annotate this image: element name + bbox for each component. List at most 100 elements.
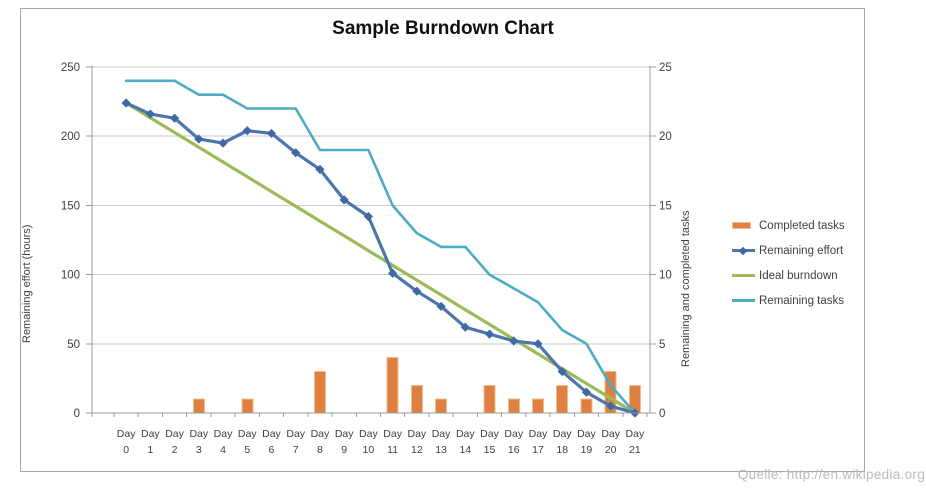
x-category-label-number: 13 xyxy=(435,444,447,456)
remaining-effort-marker xyxy=(339,195,349,205)
left-tick-label: 0 xyxy=(74,408,80,420)
x-category-label-number: 0 xyxy=(123,444,129,456)
remaining-effort-marker xyxy=(363,211,373,222)
x-category-label-word: Day xyxy=(286,428,305,440)
completed-tasks-bar xyxy=(192,398,205,414)
x-category-label-number: 5 xyxy=(244,444,250,456)
legend-item-completed-tasks: Completed tasks xyxy=(732,213,845,238)
right-tick-label: 0 xyxy=(659,408,665,420)
completed-tasks-bar xyxy=(313,370,326,414)
remaining-effort-marker xyxy=(606,401,616,411)
remaining-effort-line xyxy=(124,101,637,415)
completed-tasks-bar xyxy=(410,384,423,414)
remaining-effort-marker xyxy=(145,109,155,119)
x-category-label-word: Day xyxy=(504,428,523,440)
x-category-label-number: 6 xyxy=(269,444,275,456)
x-category-label-word: Day xyxy=(359,428,378,440)
remaining-effort-marker xyxy=(291,148,301,158)
remaining-effort-marker xyxy=(533,339,543,349)
legend-item-remaining-effort: Remaining effort xyxy=(732,238,845,263)
remaining-tasks-swatch xyxy=(732,299,755,302)
completed-tasks-bar xyxy=(386,357,399,414)
x-category-label-word: Day xyxy=(311,428,330,440)
right-tick-label: 25 xyxy=(659,62,672,74)
remaining-effort-marker xyxy=(218,138,228,148)
right-tick-label: 20 xyxy=(659,131,672,143)
remaining-effort-marker xyxy=(460,322,470,332)
source-watermark: Quelle: http://en.wikipedia.org xyxy=(737,467,925,482)
x-category-label-number: 12 xyxy=(411,444,423,456)
x-category-label-word: Day xyxy=(141,428,160,440)
x-category-label-word: Day xyxy=(189,428,208,440)
x-category-label-word: Day xyxy=(456,428,475,440)
x-category-label-number: 17 xyxy=(532,444,544,456)
x-category-label-number: 7 xyxy=(293,444,299,456)
left-tick-label: 250 xyxy=(61,62,80,74)
x-category-label-word: Day xyxy=(165,428,184,440)
x-category-label-word: Day xyxy=(407,428,426,440)
x-category-label-number: 20 xyxy=(605,444,617,456)
x-category-label-word: Day xyxy=(214,428,233,440)
completed-tasks-bar xyxy=(531,398,544,414)
completed-tasks-bar xyxy=(507,398,520,414)
x-category-label-number: 10 xyxy=(363,444,375,456)
remaining-effort-marker xyxy=(557,366,567,377)
x-category-label-word: Day xyxy=(117,428,136,440)
x-category-label-number: 19 xyxy=(581,444,593,456)
ideal-burndown-line xyxy=(124,101,637,415)
x-category-label-word: Day xyxy=(238,428,257,440)
completed-tasks-bar xyxy=(241,398,254,414)
legend-item-remaining-tasks: Remaining tasks xyxy=(732,288,845,313)
x-category-label-word: Day xyxy=(262,428,281,440)
chart-legend: Completed tasks Remaining effort Ideal b… xyxy=(732,213,845,313)
remaining-effort-marker xyxy=(315,164,325,175)
left-tick-label: 50 xyxy=(67,339,80,351)
legend-label: Remaining tasks xyxy=(759,294,845,307)
x-category-label-number: 3 xyxy=(196,444,202,456)
legend-label: Completed tasks xyxy=(759,219,845,232)
completed-tasks-bar xyxy=(556,384,569,414)
x-category-label-number: 14 xyxy=(459,444,471,456)
x-category-label-number: 1 xyxy=(147,444,153,456)
completed-tasks-bar xyxy=(580,398,593,414)
right-axis-title: Remaining and completed tasks xyxy=(680,210,692,367)
x-category-label-word: Day xyxy=(577,428,596,440)
x-category-label-number: 15 xyxy=(484,444,496,456)
right-tick-label: 15 xyxy=(659,200,672,212)
remaining-effort-marker xyxy=(412,286,422,296)
left-tick-label: 100 xyxy=(61,270,80,282)
x-category-label-number: 16 xyxy=(508,444,520,456)
remaining-effort-marker xyxy=(581,387,592,397)
x-category-label-number: 8 xyxy=(317,444,323,456)
remaining-effort-marker xyxy=(388,268,398,278)
x-category-label-word: Day xyxy=(335,428,354,440)
x-category-label-word: Day xyxy=(480,428,499,440)
remaining-effort-marker xyxy=(484,329,495,339)
completed-tasks-bar xyxy=(483,384,496,414)
x-category-label-word: Day xyxy=(553,428,572,440)
x-category-label-word: Day xyxy=(626,428,645,440)
left-tick-label: 150 xyxy=(61,200,80,212)
remaining-tasks-line xyxy=(124,79,637,415)
remaining-effort-marker xyxy=(121,98,131,108)
x-category-label-word: Day xyxy=(601,428,620,440)
x-category-label-number: 2 xyxy=(172,444,178,456)
remaining-effort-marker xyxy=(509,336,519,346)
completed-tasks-bar xyxy=(435,398,448,414)
left-tick-label: 200 xyxy=(61,131,80,143)
right-tick-label: 5 xyxy=(659,339,665,351)
x-category-label-number: 21 xyxy=(629,444,641,456)
x-category-label-word: Day xyxy=(383,428,402,440)
remaining-effort-swatch xyxy=(732,246,755,255)
x-category-label-number: 18 xyxy=(556,444,568,456)
chart-border xyxy=(20,8,865,472)
x-category-label-number: 4 xyxy=(220,444,226,456)
x-category-label-number: 11 xyxy=(387,444,398,456)
legend-label: Remaining effort xyxy=(759,244,844,257)
left-axis-title: Remaining effort (hours) xyxy=(21,224,33,343)
remaining-effort-marker xyxy=(169,113,180,123)
remaining-effort-marker xyxy=(194,134,204,144)
remaining-effort-marker xyxy=(436,301,446,312)
